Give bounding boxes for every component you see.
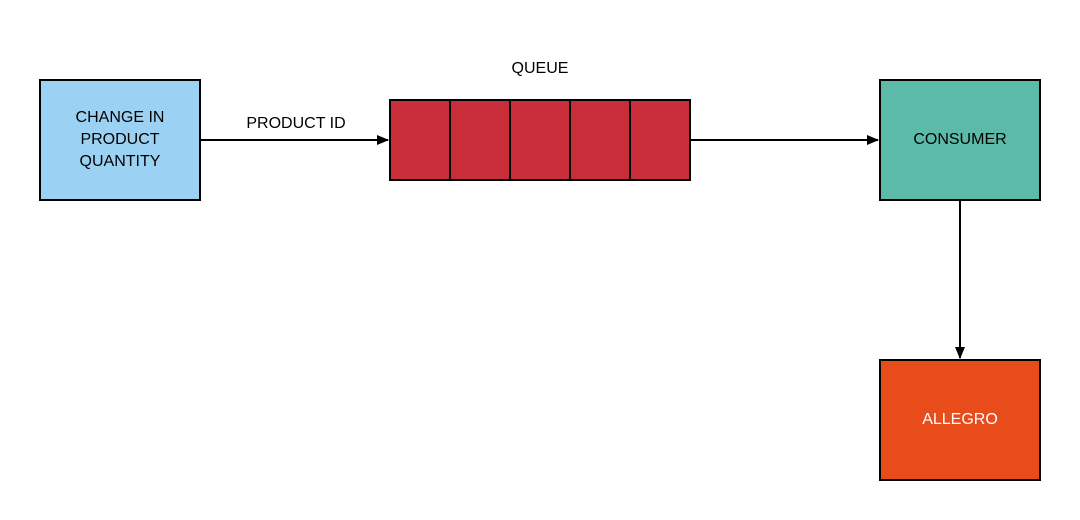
queue-slot (391, 101, 451, 179)
allegro-node[interactable]: ALLEGRO (879, 359, 1041, 481)
queue-title: QUEUE (511, 60, 569, 77)
queue-slot (631, 101, 689, 179)
consumer-node-label: CONSUMER (913, 131, 1007, 148)
edge-label-product-id: PRODUCT ID (246, 115, 346, 132)
consumer-node[interactable]: CONSUMER (879, 79, 1041, 201)
queue-slot (451, 101, 511, 179)
source-node-label: CHANGE IN PRODUCT QUANTITY (75, 109, 165, 170)
queue-node[interactable] (389, 99, 691, 181)
change-in-product-quantity-node[interactable]: CHANGE IN PRODUCT QUANTITY (39, 79, 201, 201)
queue-slot (571, 101, 631, 179)
allegro-node-label: ALLEGRO (922, 411, 998, 428)
queue-slot (511, 101, 571, 179)
